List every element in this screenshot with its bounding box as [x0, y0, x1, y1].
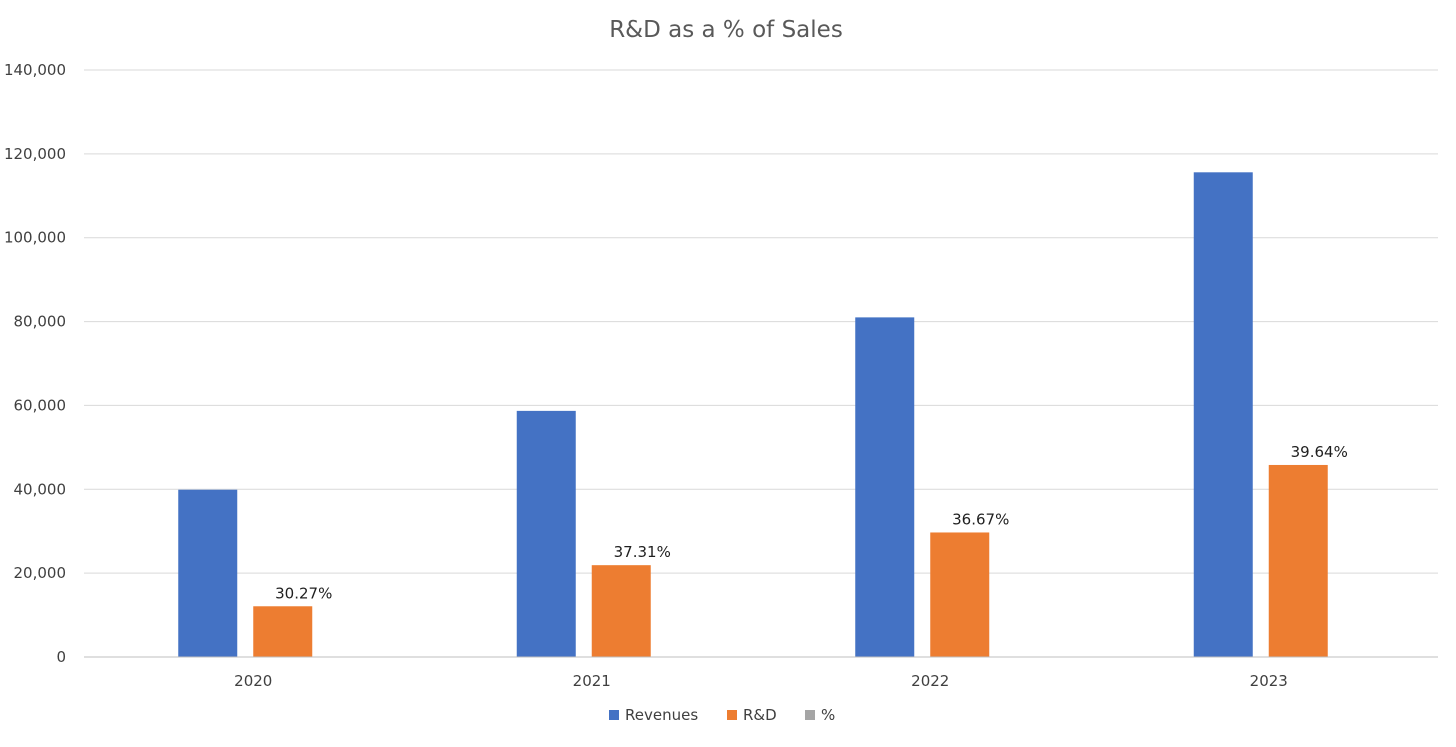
y-tick-label: 60,000 — [14, 396, 67, 414]
y-tick-label: 40,000 — [14, 480, 67, 498]
x-tick-label: 2023 — [1250, 672, 1288, 690]
bar-r-d-2021 — [591, 565, 651, 657]
legend-swatch — [727, 710, 737, 720]
bar-revenues-2022 — [855, 317, 915, 657]
legend: Revenues R&D% — [609, 706, 835, 724]
y-axis-tick-labels: 0 20,000 40,000 60,000 80,000 100,000 120,000 1… — [4, 61, 66, 666]
bars — [178, 172, 1403, 657]
bar-revenues-2020 — [178, 489, 238, 657]
x-tick-label: 2020 — [234, 672, 272, 690]
data-label: 37.31% — [614, 543, 671, 561]
legend-swatch — [609, 710, 619, 720]
y-tick-label: 20,000 — [14, 564, 67, 582]
data-label: 30.27% — [275, 584, 332, 602]
x-axis-tick-labels: 2020 2021 2022 2023 — [234, 672, 1288, 690]
y-tick-label: 100,000 — [4, 229, 66, 247]
bar-r-d-2022 — [930, 532, 990, 657]
chart-title: R&D as a % of Sales — [609, 17, 843, 43]
gridlines — [84, 69, 1438, 574]
data-labels: 30.27% 37.31% 36.67% 39.64% — [275, 443, 1348, 602]
y-tick-label: 120,000 — [4, 145, 66, 163]
x-tick-label: 2021 — [573, 672, 611, 690]
bar-r-d-2020 — [253, 606, 313, 657]
data-label: 39.64% — [1291, 443, 1348, 461]
bar-r-d-2023 — [1268, 464, 1328, 657]
legend-label: % — [821, 706, 835, 724]
bar-revenues-2021 — [516, 410, 576, 657]
y-tick-label: 80,000 — [14, 313, 67, 331]
legend-label: R&D — [743, 706, 777, 724]
legend-swatch — [805, 710, 815, 720]
y-tick-label: 0 — [56, 648, 66, 666]
y-tick-label: 140,000 — [4, 61, 66, 79]
x-tick-label: 2022 — [911, 672, 949, 690]
data-label: 36.67% — [952, 510, 1009, 528]
legend-label: Revenues — [625, 706, 698, 724]
bar-revenues-2023 — [1193, 172, 1253, 657]
